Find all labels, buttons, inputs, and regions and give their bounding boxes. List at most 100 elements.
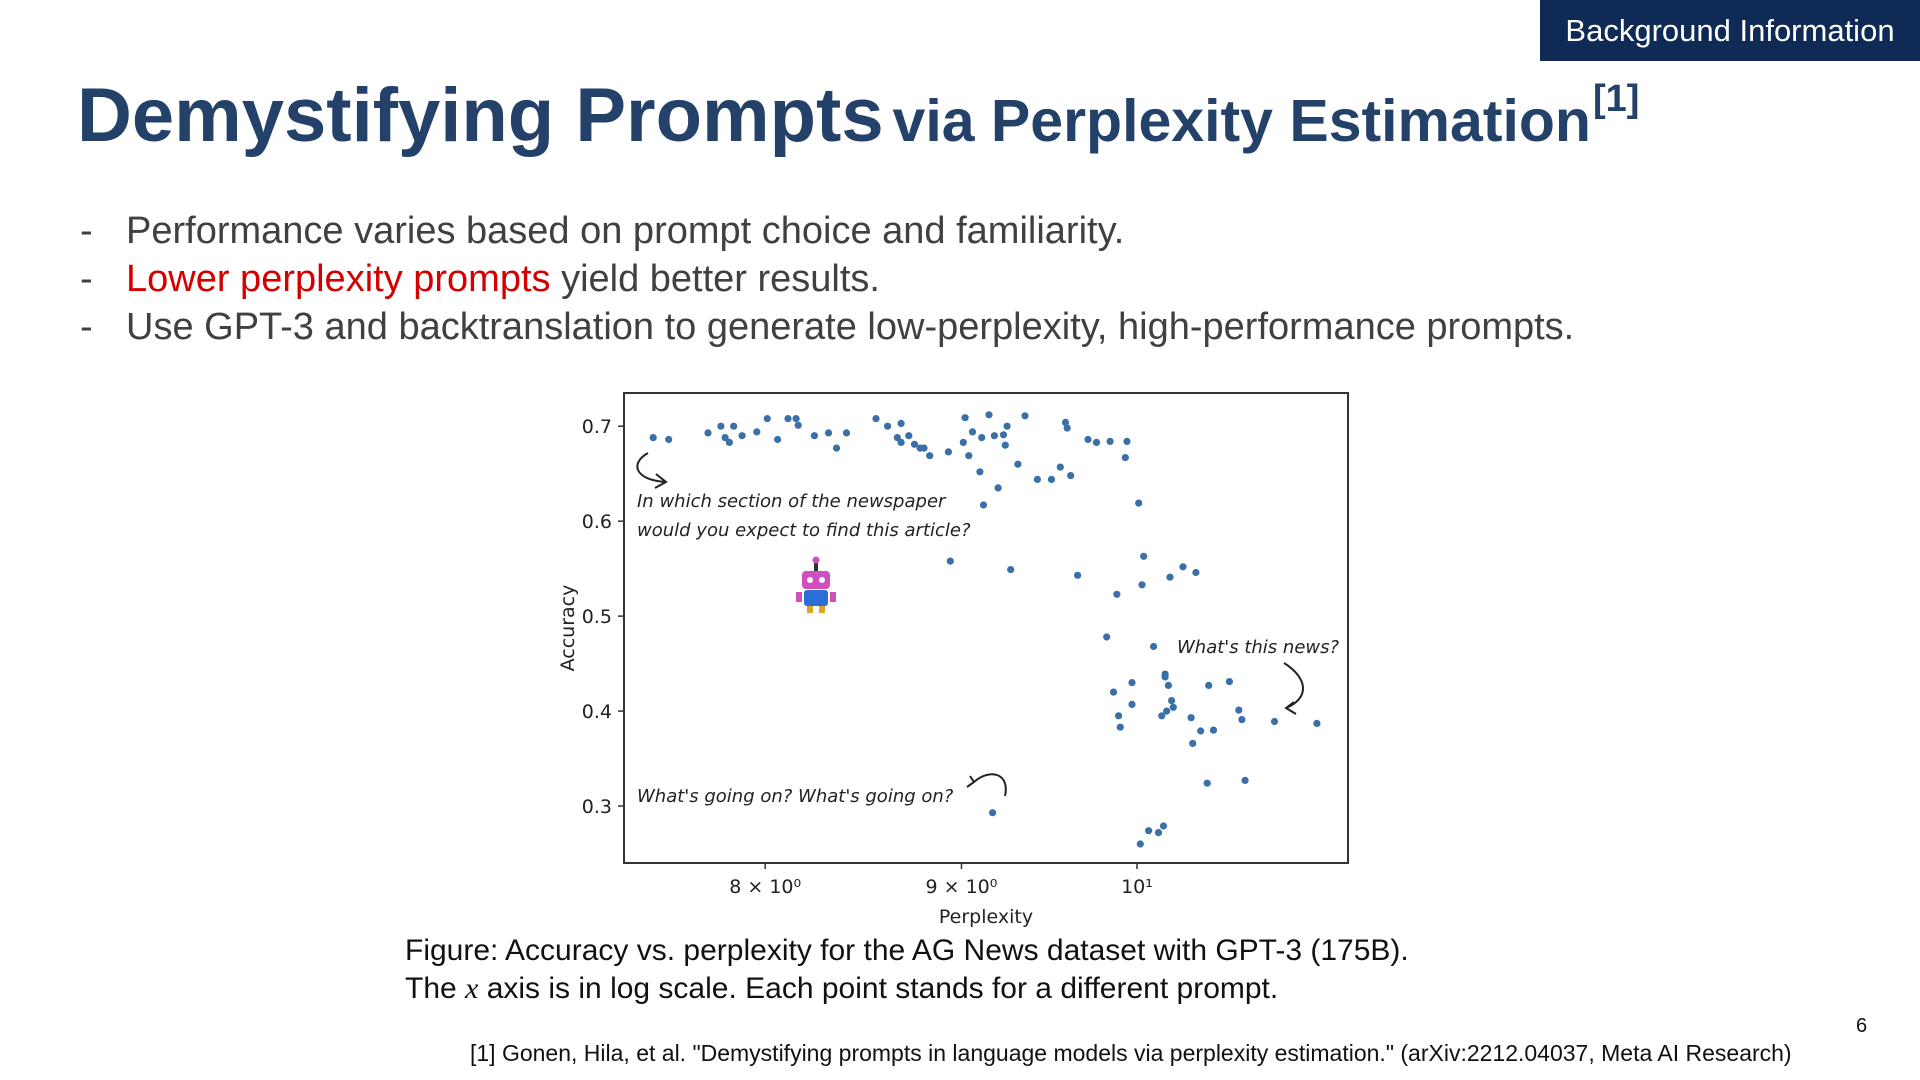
data-point [1169,703,1177,711]
data-point [1159,822,1168,830]
data-point [897,438,905,446]
y-tick-label: 0.6 [582,511,612,533]
data-point [1145,827,1153,835]
annotation-arrow [966,773,1007,797]
title-sub: via Perplexity Estimation [892,88,1591,154]
data-point [1007,566,1015,574]
data-point [794,421,802,429]
data-point [1003,422,1011,430]
bullet-dash: - [80,210,93,252]
data-point [1128,700,1136,708]
data-point [965,452,973,460]
data-point [910,440,919,448]
data-point [1033,475,1041,483]
data-point [1166,573,1174,581]
data-point [999,431,1008,439]
data-point [1313,719,1321,727]
data-point [1135,499,1143,507]
data-point [1138,581,1146,589]
data-point [1113,590,1121,598]
data-point [717,422,725,430]
data-point [1140,552,1148,560]
annotation-line: What's going on? What's going on? [637,786,954,807]
x-axis-label: Perplexity [939,906,1033,928]
plot-frame [623,392,1349,864]
annotation-line: would you expect to find this article? [637,520,971,541]
data-point [763,415,771,423]
data-point [985,411,993,419]
y-axis: 0.3 0.4 0.5 0.6 0.7 [582,416,624,818]
caption-variable: x [465,972,479,1005]
data-point [649,434,657,442]
caption-text: axis is in log scale. Each point stands … [478,972,1279,1005]
data-point [1001,441,1009,449]
data-point [884,422,892,430]
robot-icon [796,556,836,613]
figure-caption: Figure: Accuracy vs. perplexity for the … [405,932,1409,1008]
data-point [872,415,880,423]
data-point [1115,712,1123,720]
data-point [738,432,746,440]
bullet-text: yield better results. [550,258,880,300]
data-point [1161,673,1169,681]
y-tick-label: 0.4 [582,701,612,723]
data-point [1270,717,1279,726]
data-point [1179,563,1187,571]
data-point [994,484,1002,492]
data-point [792,415,800,423]
data-point [1209,726,1218,734]
data-point [784,415,792,423]
data-point [905,432,913,440]
bullet-dash: - [80,258,93,300]
scatter-chart: 0.3 0.4 0.5 0.6 0.7 8 × 10⁰ 9 × 10⁰ 10¹ Accura… [557,392,1349,928]
data-point [978,434,986,442]
data-point [1192,568,1200,577]
page-title: Demystifying Prompts via Perplexity Esti… [77,72,1639,159]
data-point [976,468,984,476]
bullet-text: Use GPT-3 and backtranslation to generat… [126,306,1575,348]
data-point [1238,716,1246,724]
data-point [1116,723,1124,731]
data-point [665,435,673,444]
data-point [1047,475,1056,483]
footnote-reference: [1] Gonen, Hila, et al. "Demystifying pr… [470,1040,1792,1066]
data-point [824,429,833,437]
data-point [1128,679,1136,687]
data-point [1056,463,1064,471]
y-tick-label: 0.5 [582,606,612,628]
bullet-list: - Performance varies based on prompt choi… [80,207,1574,351]
data-point [968,428,977,436]
title-main: Demystifying Prompts [77,73,884,158]
data-point [1067,472,1075,480]
annotation-line: In which section of the newspaper [637,491,947,512]
data-point [1205,681,1213,689]
data-point [1084,435,1092,444]
data-point [1021,412,1029,420]
data-point [1203,779,1211,787]
data-point [961,414,969,422]
data-point [1092,438,1101,446]
page-number: 6 [1856,1015,1868,1037]
caption-line: The x axis is in log scale. Each point s… [405,970,1409,1008]
data-point [959,438,967,446]
y-axis-label: Accuracy [557,585,579,672]
caption-text: The [405,972,466,1005]
x-tick-label: 10¹ [1121,876,1153,898]
data-point [1197,727,1205,735]
data-point [897,419,905,427]
data-point [946,557,954,565]
data-point [1106,437,1114,445]
bullet-text: Performance varies based on prompt choic… [126,210,1125,252]
data-point [1136,840,1144,848]
data-point [944,448,952,456]
x-tick-label: 9 × 10⁰ [926,876,998,898]
data-point [1241,776,1249,784]
data-point [989,809,997,817]
bullet-highlight: Lower perplexity prompts [126,258,551,300]
data-point [1163,707,1171,715]
data-point [1154,829,1163,837]
bullet-item: - Performance varies based on prompt choi… [80,207,1574,255]
data-point [1063,424,1071,432]
data-point [1074,571,1082,579]
data-point [1158,712,1166,720]
